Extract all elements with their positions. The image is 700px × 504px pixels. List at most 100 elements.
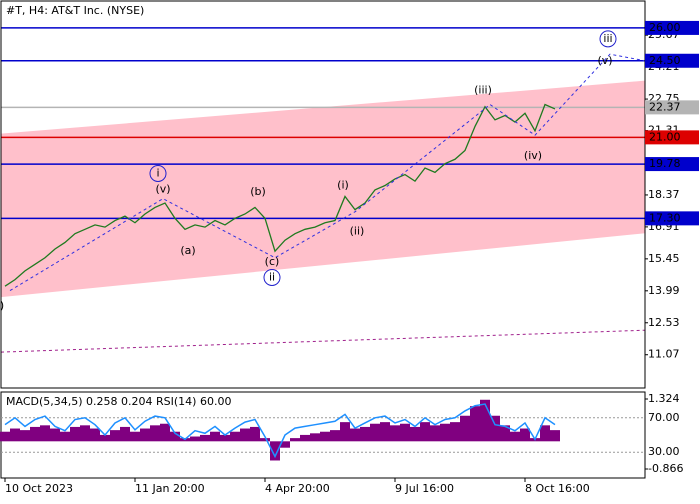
macd-bar	[380, 422, 390, 442]
rsi-line	[4, 403, 556, 459]
macd-bar	[20, 430, 30, 442]
macd-bar	[60, 431, 70, 442]
level-label: 22.37	[649, 100, 681, 113]
macd-bar	[220, 434, 230, 442]
macd-bar	[400, 423, 410, 442]
macd-bar	[230, 431, 240, 442]
level-tag	[645, 157, 699, 172]
macd-bar	[340, 422, 350, 442]
macd-bar	[0, 431, 10, 442]
macd-bar	[50, 428, 60, 442]
macd-bar	[280, 441, 290, 448]
x-tick-label: 9 Jul 16:00	[395, 482, 454, 495]
level-label: 21.00	[649, 130, 681, 143]
wave-path	[9, 53, 646, 292]
level-tag	[645, 211, 699, 226]
macd-bar	[390, 425, 400, 442]
level-tag	[645, 100, 699, 115]
macd-bar	[130, 431, 140, 442]
macd-bar	[510, 431, 520, 442]
macd-bar	[80, 425, 90, 442]
macd-bar	[70, 426, 80, 442]
x-tick-label: 11 Jan 20:00	[135, 482, 205, 495]
macd-bar	[550, 430, 560, 442]
macd-bar	[470, 406, 480, 442]
indicator-tick-label: -0.866	[648, 462, 683, 475]
support-line	[0, 329, 646, 353]
macd-bar	[540, 425, 550, 442]
macd-bar	[270, 441, 280, 461]
macd-bar	[240, 428, 250, 442]
macd-bar	[140, 428, 150, 442]
macd-bar	[440, 423, 450, 442]
wave-label: (iv)	[524, 149, 542, 162]
macd-bar	[410, 426, 420, 442]
wave-label: iii	[603, 32, 612, 45]
macd-bar	[300, 434, 310, 442]
level-tag	[645, 20, 699, 35]
macd-bar	[110, 430, 120, 442]
macd-bar	[360, 426, 370, 442]
macd-bar	[40, 425, 50, 442]
macd-bar	[260, 438, 270, 442]
macd-bar	[150, 425, 160, 442]
macd-bar	[460, 415, 470, 442]
price-panel: ) (v) i (a) (b) (c) ii (i) (ii) (iii) (iv) (v) iii	[0, 27, 646, 353]
wave-circle	[599, 30, 617, 48]
x-tick-label: 8 Oct 16:00	[525, 482, 590, 495]
x-tick-label: 4 Apr 20:00	[265, 482, 330, 495]
wave-label: (v)	[597, 54, 612, 67]
level-tag	[645, 53, 699, 68]
level-label: 19.78	[649, 157, 681, 170]
level-label: 26.00	[649, 21, 681, 34]
y-tick-label: 18.37	[648, 188, 680, 201]
macd-bar	[290, 438, 300, 442]
channel	[1, 80, 645, 298]
macd-bar	[190, 436, 200, 442]
macd-bar	[310, 433, 320, 442]
y-tick-label: 12.53	[648, 316, 680, 329]
macd-bar	[490, 415, 500, 442]
macd-bar	[350, 428, 360, 442]
macd-bar	[10, 428, 20, 442]
wave-label: ii	[269, 270, 275, 283]
wave-circle	[263, 268, 281, 286]
macd-bar	[160, 423, 170, 442]
wave-label: (a)	[180, 244, 195, 257]
wave-label: (ii)	[350, 224, 365, 237]
macd-bar	[430, 425, 440, 442]
level-label: 17.30	[649, 211, 681, 224]
wave-label: i	[156, 166, 159, 179]
y-tick-label: 15.45	[648, 252, 680, 265]
indicator-label: MACD(5,34,5) 0.258 0.204 RSI(14) 60.00	[6, 395, 231, 408]
level-tag	[645, 130, 699, 145]
x-tick-label: 10 Oct 2023	[5, 482, 73, 495]
macd-bar	[420, 422, 430, 442]
macd-bar	[450, 422, 460, 442]
macd-bar	[500, 425, 510, 442]
macd-bar	[520, 428, 530, 442]
macd-bar	[100, 434, 110, 442]
macd-bar	[330, 430, 340, 442]
macd-bar	[320, 431, 330, 442]
rsi-tick-label: 70.00	[648, 411, 680, 424]
wave-label: (c)	[265, 255, 280, 268]
macd-bar	[120, 426, 130, 442]
wave-label: (i)	[337, 179, 349, 192]
level-label: 24.50	[649, 54, 681, 67]
macd-bar	[90, 428, 100, 442]
price-line	[4, 103, 556, 287]
wave-label: (b)	[250, 185, 266, 198]
wave-label: (v)	[155, 182, 170, 195]
wave-circle	[149, 164, 167, 182]
macd-bar	[170, 431, 180, 442]
rsi-tick-label: 30.00	[648, 445, 680, 458]
indicator-tick-label: 1.324	[648, 392, 680, 405]
y-tick-label: 13.99	[648, 284, 680, 297]
macd-bar	[210, 431, 220, 442]
macd-bar	[480, 399, 490, 442]
wave-label: (iii)	[474, 84, 492, 97]
macd-bar	[250, 426, 260, 442]
